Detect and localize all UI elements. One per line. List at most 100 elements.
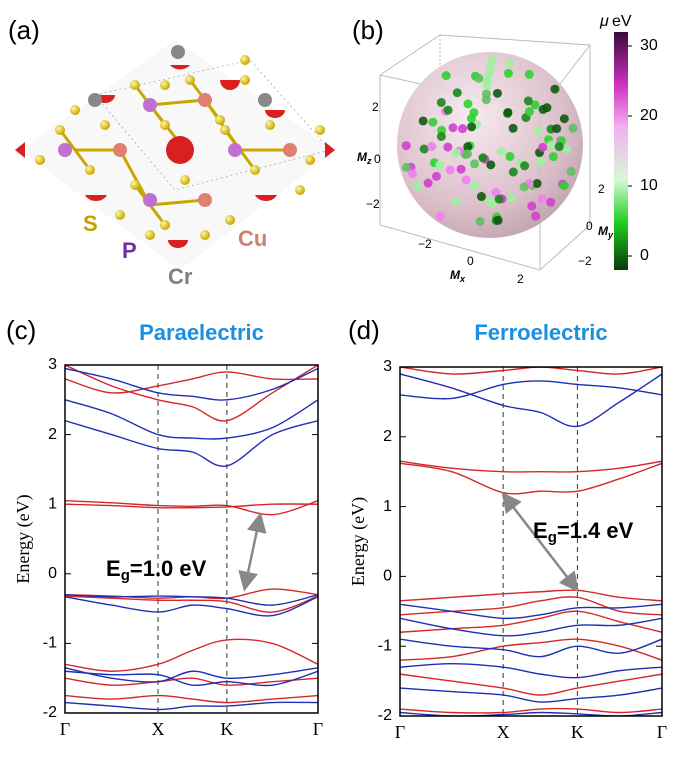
y-tick-label: 3: [48, 356, 57, 373]
moment-dot: [419, 116, 428, 125]
band: [400, 618, 662, 636]
band: [65, 365, 318, 421]
panel-label: (c): [6, 315, 36, 345]
moment-dot: [427, 142, 436, 151]
moment-dot: [446, 165, 455, 174]
panel-label: (d): [348, 315, 380, 345]
chart-title: Paraelectric: [139, 320, 264, 345]
band: [400, 381, 662, 399]
moment-dot: [470, 181, 479, 190]
y-tick-label: 0: [48, 565, 57, 582]
colorbar-symbol: μ: [599, 13, 609, 30]
moment-dot: [486, 160, 495, 169]
y-tick: 0: [586, 219, 593, 233]
moment-dot: [437, 132, 446, 141]
plot-frame: [65, 365, 318, 713]
moment-dot: [452, 149, 461, 158]
element-label: S: [83, 211, 98, 236]
chart-title: Ferroelectric: [474, 320, 607, 345]
x-tick-label: Γ: [313, 719, 323, 739]
x-tick-label: X: [497, 722, 510, 742]
band: [400, 461, 662, 472]
y-tick: 2: [598, 182, 605, 196]
gap-label-main: E: [106, 556, 121, 581]
moment-dot: [469, 108, 478, 117]
moment-dot: [520, 183, 529, 192]
moment-dot: [549, 152, 558, 161]
moment-dot: [509, 124, 518, 133]
moment-dot: [555, 142, 564, 151]
band: [400, 639, 662, 656]
gap-label-rest: =1.4 eV: [557, 518, 634, 543]
moment-dot: [477, 192, 486, 201]
band: [400, 367, 662, 374]
x-tick: 0: [467, 254, 474, 268]
band: [400, 639, 662, 660]
colorbar-tick-label: 30: [640, 37, 658, 54]
moment-dot: [457, 165, 466, 174]
band: [65, 639, 318, 671]
band: [400, 664, 662, 678]
moment-dot: [443, 143, 452, 152]
band: [65, 696, 318, 703]
element-label: Cr: [168, 264, 193, 289]
moment-dot: [505, 59, 514, 68]
colorbar-tick-label: 0: [640, 247, 649, 264]
moment-dot: [462, 176, 471, 185]
y-tick: −2: [578, 254, 592, 268]
moment-dot: [458, 124, 467, 133]
moment-dot: [483, 77, 492, 86]
moment-dot: [442, 71, 451, 80]
moment-dot: [538, 143, 547, 152]
moment-dot: [504, 69, 513, 78]
moment-dot: [505, 152, 514, 161]
moment-dot: [533, 179, 542, 188]
band: [400, 688, 662, 702]
moment-dot: [408, 169, 417, 178]
moment-dot: [464, 99, 473, 108]
colorbar-tick-label: 20: [640, 107, 658, 124]
moment-dot: [402, 141, 411, 150]
z-tick: 0: [374, 152, 381, 166]
moment-dot: [476, 217, 485, 226]
x-tick-label: K: [571, 722, 584, 742]
axis-label: My: [598, 224, 614, 240]
moment-dot: [448, 123, 457, 132]
moment-dot: [436, 212, 445, 221]
moment-dot: [538, 194, 547, 203]
band: [65, 421, 318, 467]
moment-dot: [567, 167, 576, 176]
moment-dot: [413, 182, 422, 191]
z-tick: −2: [366, 197, 380, 211]
x-tick-label: Γ: [657, 722, 667, 742]
moment-dot: [569, 124, 578, 133]
gap-label: Eg=1.0 eV: [106, 556, 207, 584]
y-tick-label: 0: [383, 568, 392, 585]
moment-dot: [435, 161, 444, 170]
moment-dot: [497, 147, 506, 156]
moment-dot: [474, 74, 483, 83]
moment-dot: [494, 216, 503, 225]
moment-dot: [527, 202, 536, 211]
panel-label: (a): [8, 15, 40, 45]
moment-dot: [453, 88, 462, 97]
y-tick-label: -2: [378, 707, 392, 724]
moment-dot: [560, 181, 569, 190]
y-tick-label: 1: [48, 495, 57, 512]
band: [65, 400, 318, 439]
moment-dot: [503, 108, 512, 117]
x-tick-label: K: [220, 719, 233, 739]
element-label: Cu: [238, 226, 267, 251]
moment-dot: [550, 85, 559, 94]
y-tick-label: -2: [43, 704, 57, 721]
moment-dot: [432, 172, 441, 181]
moment-dot: [495, 195, 504, 204]
x-tick-label: X: [152, 719, 165, 739]
gap-label-rest: =1.0 eV: [130, 556, 207, 581]
colorbar-tick-label: 10: [640, 177, 658, 194]
moment-dot: [428, 118, 437, 127]
y-tick-label: 1: [383, 498, 392, 515]
z-tick: 2: [372, 100, 379, 114]
y-axis-label: Energy (eV): [13, 494, 34, 583]
moment-dot: [560, 114, 569, 123]
